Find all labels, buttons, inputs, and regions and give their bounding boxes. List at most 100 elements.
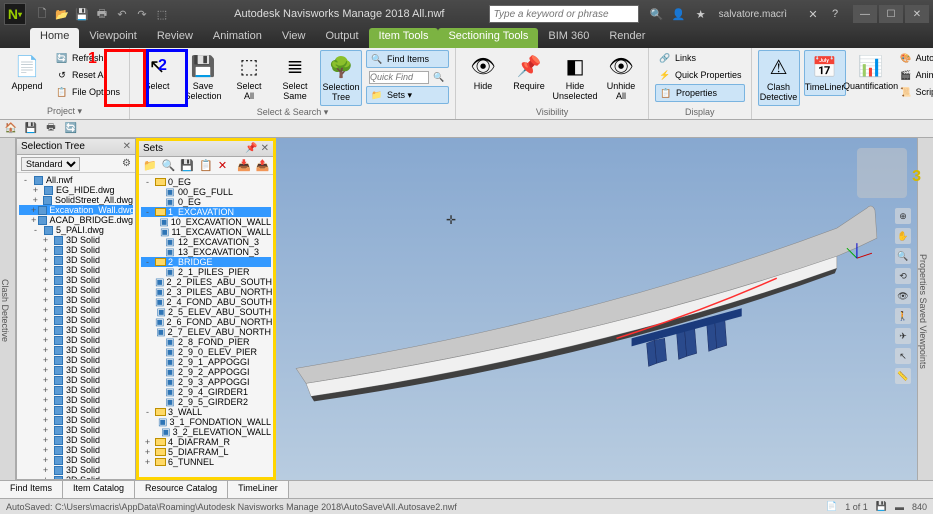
status-sheet-browser-icon[interactable]: 📄 [826, 501, 837, 512]
exchange-icon[interactable]: ✕ [805, 6, 821, 22]
selection-tree-close-icon[interactable]: ✕ [123, 141, 131, 152]
tree-item[interactable]: +3D Solid [19, 435, 133, 445]
tree-twisty-icon[interactable]: + [143, 457, 152, 467]
tab-item-tools[interactable]: Item Tools [369, 28, 439, 48]
tree-item[interactable]: ▣0_EG [141, 197, 271, 207]
autodesk-rendering-button[interactable]: 🎨Autodesk Rendering [896, 50, 933, 66]
sets-new-folder-icon[interactable]: 📁 [143, 159, 157, 173]
qat-save-icon[interactable]: 💾 [74, 6, 90, 22]
tree-twisty-icon[interactable]: + [41, 345, 50, 355]
tab-bim360[interactable]: BIM 360 [538, 28, 599, 48]
tree-twisty-icon[interactable]: + [41, 295, 50, 305]
tree-item[interactable]: +3D Solid [19, 425, 133, 435]
tree-item[interactable]: +3D Solid [19, 275, 133, 285]
bottom-tab-resource-catalog[interactable]: Resource Catalog [135, 481, 228, 498]
tree-twisty-icon[interactable]: + [41, 285, 50, 295]
tree-item[interactable]: +3D Solid [19, 395, 133, 405]
properties-button[interactable]: 📋Properties [655, 84, 745, 102]
tree-twisty-icon[interactable]: + [41, 355, 50, 365]
quick-find-input[interactable]: 🔍 [366, 69, 449, 85]
tree-item[interactable]: ▣2_9_2_APPOGGI [141, 367, 271, 377]
tree-item[interactable]: +4_DIAFRAM_R [141, 437, 271, 447]
tree-twisty-icon[interactable]: - [31, 225, 40, 235]
animator-button[interactable]: 🎬Animator [896, 67, 933, 83]
nav-fly-icon[interactable]: ✈ [895, 328, 911, 344]
qat-select-icon[interactable]: ⬚ [154, 6, 170, 22]
tree-twisty-icon[interactable]: + [41, 335, 50, 345]
tree-twisty-icon[interactable]: + [41, 245, 50, 255]
tree-item[interactable]: ▣2_5_ELEV_ABU_SOUTH [141, 307, 271, 317]
tree-item[interactable]: -All.nwf [19, 175, 133, 185]
tree-twisty-icon[interactable]: + [41, 465, 50, 475]
tree-item[interactable]: ▣13_EXCAVATION_3 [141, 247, 271, 257]
tree-item[interactable]: ▣2_9_4_GIRDER1 [141, 387, 271, 397]
minimize-button[interactable]: — [853, 5, 877, 23]
links-button[interactable]: 🔗Links [655, 50, 745, 66]
selection-tree-body[interactable]: -All.nwf+EG_HIDE.dwg+SolidStreet_All.dwg… [17, 173, 135, 479]
tree-item[interactable]: +3D Solid [19, 285, 133, 295]
tree-item[interactable]: +SolidStreet_All.dwg [19, 195, 133, 205]
nav-orbit-icon[interactable]: ⟲ [895, 268, 911, 284]
tree-item[interactable]: +3D Solid [19, 345, 133, 355]
left-collapsed-tab[interactable]: Clash Detective [0, 138, 16, 480]
tree-item[interactable]: +3D Solid [19, 315, 133, 325]
tab-view[interactable]: View [272, 28, 316, 48]
tree-item[interactable]: -1_EXCAVATION [141, 207, 271, 217]
tree-item[interactable]: ▣2_7_ELEV_ABU_NORTH [141, 327, 271, 337]
quickfind-go-icon[interactable]: 🔍 [432, 70, 446, 84]
tree-item[interactable]: +3D Solid [19, 455, 133, 465]
tree-item[interactable]: ▣3_1_FONDATION_WALL [141, 417, 271, 427]
tree-item[interactable]: ▣3_2_ELEVATION_WALL [141, 427, 271, 437]
tab-review[interactable]: Review [147, 28, 203, 48]
tree-twisty-icon[interactable]: + [31, 205, 36, 215]
bottom-tab-item-catalog[interactable]: Item Catalog [63, 481, 135, 498]
tree-item[interactable]: +3D Solid [19, 305, 133, 315]
tree-twisty-icon[interactable]: + [41, 475, 50, 479]
mt-print-icon[interactable]: 🖶 [44, 122, 58, 136]
mt-home-icon[interactable]: 🏠 [4, 122, 18, 136]
require-button[interactable]: 📌Require [508, 50, 550, 94]
tree-item[interactable]: ▣2_8_FOND_PIER [141, 337, 271, 347]
qat-open-icon[interactable]: 📂 [54, 6, 70, 22]
tree-twisty-icon[interactable]: + [41, 275, 50, 285]
sets-delete-icon[interactable]: ✕ [218, 159, 227, 173]
tree-item[interactable]: +EG_HIDE.dwg [19, 185, 133, 195]
tree-twisty-icon[interactable]: + [31, 195, 40, 205]
tree-item[interactable]: +3D Solid [19, 405, 133, 415]
quantification-button[interactable]: 📊Quantification [850, 50, 892, 94]
tree-twisty-icon[interactable]: + [41, 325, 50, 335]
tree-item[interactable]: +3D Solid [19, 335, 133, 345]
tree-item[interactable]: ▣12_EXCAVATION_3 [141, 237, 271, 247]
tree-twisty-icon[interactable]: + [41, 375, 50, 385]
select-all-button[interactable]: ⬚SelectAll [228, 50, 270, 104]
tree-item[interactable]: ▣2_9_0_ELEV_PIER [141, 347, 271, 357]
find-items-button[interactable]: 🔍Find Items [366, 50, 449, 68]
signin-icon[interactable]: 👤 [671, 6, 687, 22]
tree-twisty-icon[interactable]: + [41, 365, 50, 375]
tree-item[interactable]: ▣2_4_FOND_ABU_SOUTH [141, 297, 271, 307]
select-same-button[interactable]: ≣SelectSame [274, 50, 316, 104]
tree-twisty-icon[interactable]: + [41, 415, 50, 425]
close-button[interactable]: ✕ [905, 5, 929, 23]
tab-home[interactable]: Home [30, 28, 79, 48]
nav-walk-icon[interactable]: 🚶 [895, 308, 911, 324]
tree-item[interactable]: +3D Solid [19, 255, 133, 265]
unhide-all-button[interactable]: 👁UnhideAll [600, 50, 642, 104]
tab-sectioning-tools[interactable]: Sectioning Tools [438, 28, 538, 48]
tab-viewpoint[interactable]: Viewpoint [79, 28, 147, 48]
help-icon[interactable]: ? [827, 6, 843, 22]
mt-refresh-icon[interactable]: 🔄 [64, 122, 78, 136]
tree-item[interactable]: +3D Solid [19, 475, 133, 479]
tree-twisty-icon[interactable]: + [41, 315, 50, 325]
tree-item[interactable]: +3D Solid [19, 385, 133, 395]
tree-item[interactable]: +3D Solid [19, 445, 133, 455]
selection-tree-header[interactable]: Selection Tree ✕ [17, 139, 135, 155]
tree-item[interactable]: ▣00_EG_FULL [141, 187, 271, 197]
tree-item[interactable]: +3D Solid [19, 355, 133, 365]
tree-item[interactable]: ▣2_1_PILES_PIER [141, 267, 271, 277]
3d-viewport[interactable]: ✛ ⊕ ✋ 🔍 ⟲ 👁 🚶 ✈ ↖ 📏 [276, 138, 917, 480]
tree-item[interactable]: ▣2_3_PILES_ABU_NORTH [141, 287, 271, 297]
hide-unselected-button[interactable]: ◧HideUnselected [554, 50, 596, 104]
maximize-button[interactable]: ☐ [879, 5, 903, 23]
tree-item[interactable]: +3D Solid [19, 365, 133, 375]
